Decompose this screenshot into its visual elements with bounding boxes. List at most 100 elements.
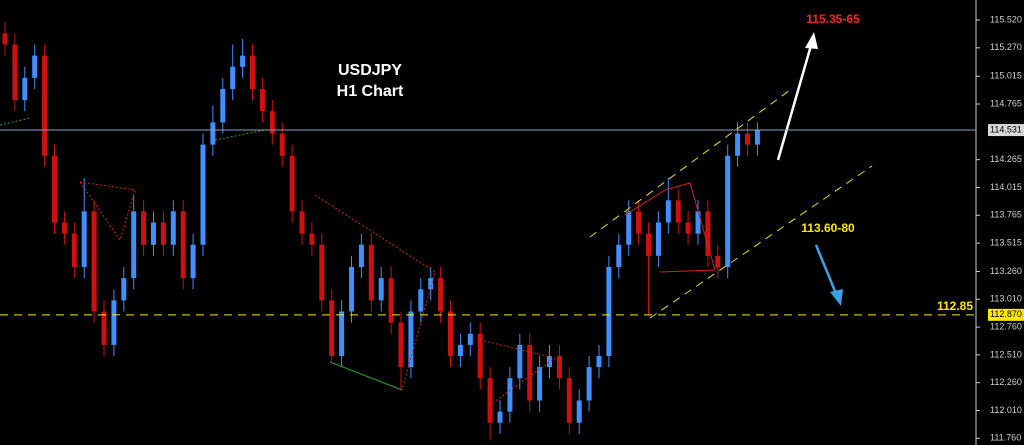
candle-body xyxy=(378,278,384,301)
candle-body xyxy=(299,211,305,234)
candle-body xyxy=(269,111,275,134)
candle-body xyxy=(121,278,127,301)
candle-body xyxy=(220,89,226,123)
candle-body xyxy=(547,356,552,368)
candle-body xyxy=(250,55,255,89)
candle-body xyxy=(309,233,315,245)
candle-body xyxy=(675,200,681,223)
candle-body xyxy=(32,55,38,78)
plot-area xyxy=(2,22,760,440)
zigzag xyxy=(79,181,136,242)
candle-body xyxy=(190,244,196,279)
zigzag xyxy=(624,182,716,273)
y-tick-label: 113.260 xyxy=(990,266,1022,276)
arrow-up xyxy=(776,41,814,161)
candle-body xyxy=(457,344,463,356)
candle-body xyxy=(636,211,642,234)
candle-body xyxy=(368,244,374,301)
candle-body xyxy=(556,356,562,379)
candle-body xyxy=(22,77,28,101)
zigzag xyxy=(479,339,557,406)
candle-body xyxy=(240,55,246,67)
candle-body xyxy=(735,133,741,156)
candle-body xyxy=(151,222,156,245)
candle-body xyxy=(101,311,107,345)
candle-body xyxy=(705,211,711,256)
zigzag-green xyxy=(0,117,31,126)
candle-body xyxy=(349,267,354,312)
candle-body xyxy=(596,356,602,368)
candle-body xyxy=(2,33,8,45)
y-tick-label: 112.260 xyxy=(990,377,1022,387)
annotation: 112.85 xyxy=(937,299,973,313)
candle-body xyxy=(754,130,760,145)
chart-subtitle: H1 Chart xyxy=(337,83,404,100)
candle-body xyxy=(576,400,582,423)
candle-body xyxy=(428,278,434,290)
y-tick-label: 112.010 xyxy=(990,405,1022,415)
y-tick-label: 113.765 xyxy=(990,210,1022,220)
arrow-down xyxy=(814,244,839,297)
channel-lower xyxy=(649,165,873,319)
candle-body xyxy=(527,344,533,401)
candle-body xyxy=(477,333,483,379)
y-tick-label: 111.760 xyxy=(990,433,1021,443)
candle-body xyxy=(52,155,57,223)
candle-body xyxy=(289,155,295,212)
candle-body xyxy=(388,278,394,323)
candle-body xyxy=(418,289,424,312)
y-tick-label: 114.765 xyxy=(990,98,1022,108)
candle-body xyxy=(448,311,453,356)
candle-body xyxy=(358,244,364,267)
candle-body xyxy=(71,233,77,267)
y-tick-label: 114.265 xyxy=(990,154,1022,164)
candle-body xyxy=(91,211,97,312)
candle-body xyxy=(616,244,622,267)
candle-body xyxy=(497,411,503,423)
candle-body xyxy=(180,211,186,279)
candle-body xyxy=(586,367,592,401)
candle-body xyxy=(517,344,523,379)
price-label: 114.531 xyxy=(990,124,1022,134)
candle-body xyxy=(398,322,404,368)
candle-body xyxy=(467,333,473,345)
y-tick-label: 113.515 xyxy=(990,237,1022,247)
zigzag-green xyxy=(214,129,266,141)
price-label-box xyxy=(988,124,1024,137)
candle-body xyxy=(566,378,572,423)
price-label: 112.870 xyxy=(990,309,1022,319)
y-tick-label: 115.270 xyxy=(990,42,1022,52)
candle-body xyxy=(141,211,147,245)
y-tick-label: 115.520 xyxy=(990,14,1022,24)
candle-body xyxy=(725,155,731,267)
candle-body xyxy=(695,211,701,234)
candle-body xyxy=(230,66,236,89)
candle-body xyxy=(12,44,18,101)
y-tick-label: 113.010 xyxy=(990,294,1022,304)
y-tick-label: 112.760 xyxy=(990,321,1022,331)
annotation: 113.60-80 xyxy=(801,221,855,235)
candle-body xyxy=(170,211,176,245)
candle-body xyxy=(131,211,137,279)
zigzag-green xyxy=(329,361,403,391)
candle-body xyxy=(259,89,265,112)
candle-body xyxy=(606,267,612,356)
candle-body xyxy=(438,278,444,312)
candle-body xyxy=(745,133,750,145)
candle-body xyxy=(655,222,661,256)
candle-body xyxy=(626,211,632,245)
candle-body xyxy=(537,367,543,401)
annotation: 115.35-65 xyxy=(806,12,860,26)
chart-title: USDJPY xyxy=(338,62,402,79)
candle-body xyxy=(81,211,87,267)
candle-body xyxy=(319,244,325,301)
y-tick-label: 112.510 xyxy=(990,349,1022,359)
candle-body xyxy=(339,311,345,356)
candle-body xyxy=(646,233,651,256)
candle-body xyxy=(685,222,691,234)
candle-body xyxy=(408,311,414,368)
candle-body xyxy=(200,144,206,245)
